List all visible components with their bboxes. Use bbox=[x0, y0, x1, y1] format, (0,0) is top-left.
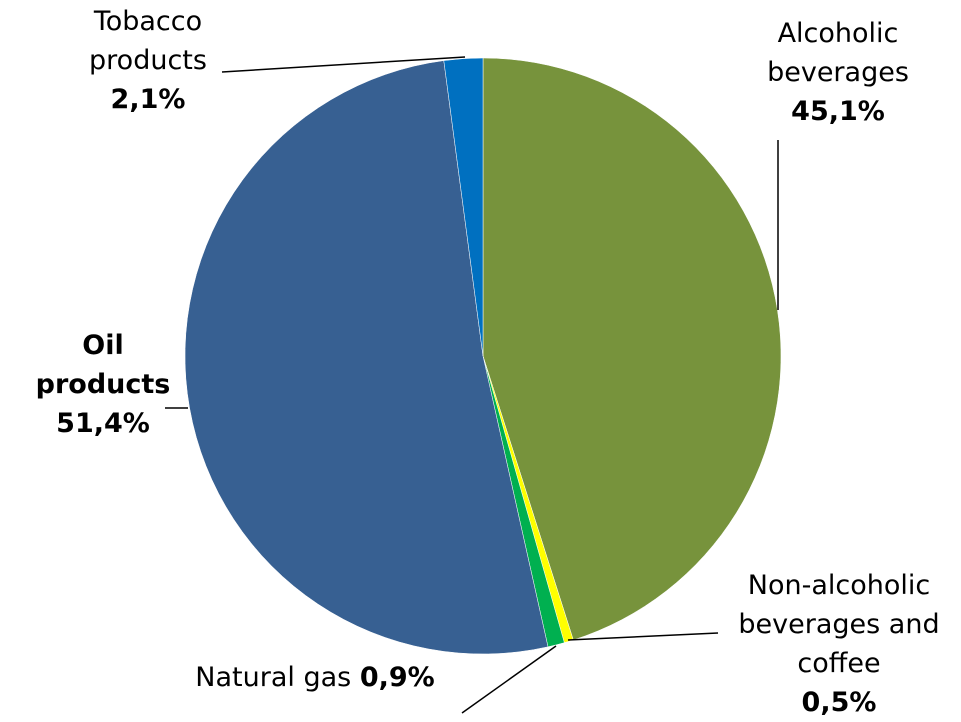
value-label: 0,5% bbox=[801, 687, 877, 718]
pie-slice bbox=[482, 57, 782, 641]
slice-label: Alcoholic beverages 45,1% bbox=[748, 14, 928, 131]
pie-slice bbox=[184, 60, 549, 655]
category-label: Alcoholic beverages bbox=[767, 18, 909, 88]
leader-line bbox=[221, 56, 466, 73]
value-label: 45,1% bbox=[791, 96, 885, 127]
value-label: 51,4% bbox=[56, 408, 150, 439]
slice-label: Non-alcoholic beverages and coffee 0,5% bbox=[714, 566, 961, 722]
slice-label: Natural gas 0,9% bbox=[150, 658, 480, 697]
category-label: Natural gas bbox=[195, 662, 352, 693]
category-label: Tobacco products bbox=[89, 6, 207, 76]
slice-label: Tobacco products 2,1% bbox=[68, 2, 228, 119]
slice-label: Oil products 51,4% bbox=[28, 326, 178, 443]
category-label: Non-alcoholic beverages and coffee bbox=[738, 570, 940, 679]
pie-slice bbox=[443, 57, 484, 357]
leader-line bbox=[567, 632, 719, 641]
leader-line bbox=[461, 645, 557, 714]
category-label: Oil products bbox=[35, 330, 171, 400]
value-label: 0,9% bbox=[359, 662, 435, 693]
value-label: 2,1% bbox=[110, 84, 186, 115]
